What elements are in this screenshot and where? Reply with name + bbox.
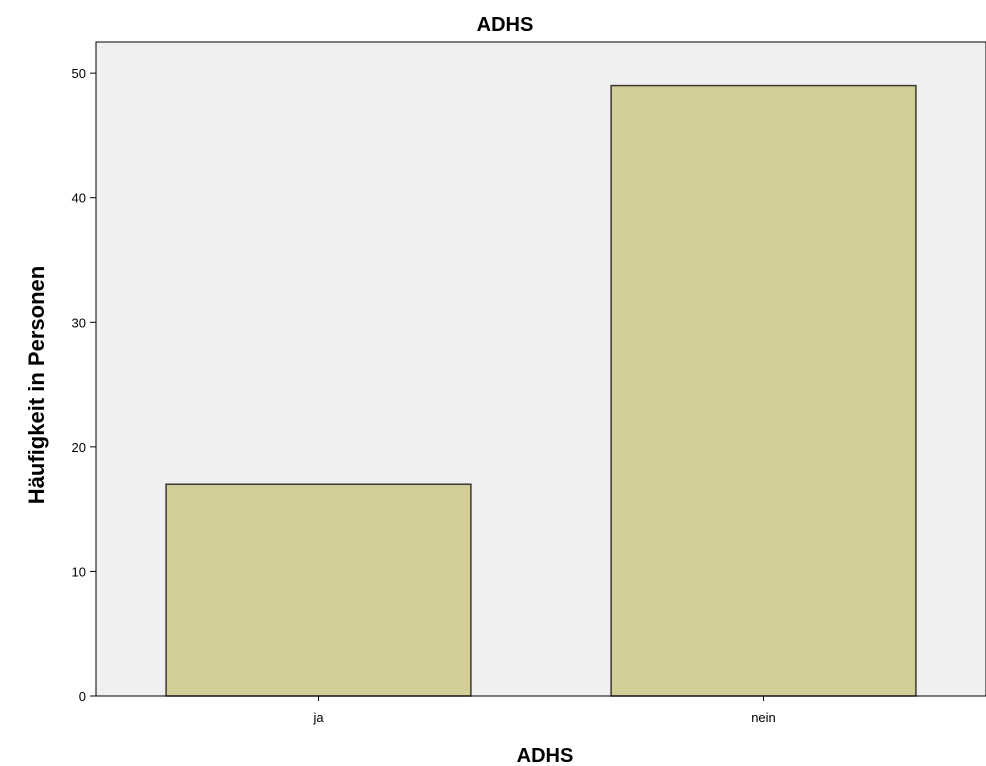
- y-axis-label: Häufigkeit in Personen: [24, 266, 49, 504]
- y-axis-ticks: 0 10 20 30 40 50: [72, 66, 96, 704]
- x-axis-label: ADHS: [517, 745, 574, 766]
- y-tick-label: 50: [72, 66, 86, 81]
- x-tick-label: ja: [312, 710, 324, 725]
- bar-nein: [610, 84, 917, 697]
- y-tick-label: 10: [72, 564, 86, 579]
- bar-ja: [165, 483, 472, 697]
- x-axis-ticks: ja nein: [312, 696, 776, 725]
- chart-title: ADHS: [477, 14, 534, 36]
- x-tick-label: nein: [751, 710, 776, 725]
- y-tick-label: 40: [72, 191, 86, 206]
- y-tick-label: 20: [72, 440, 86, 455]
- y-tick-label: 30: [72, 315, 86, 330]
- y-tick-label: 0: [79, 689, 86, 704]
